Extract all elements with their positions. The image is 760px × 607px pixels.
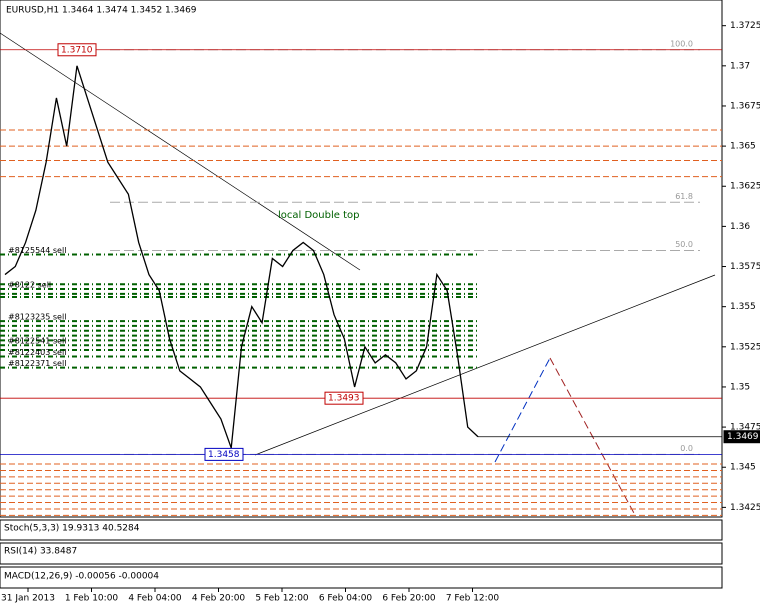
y-tick-label: 1.36 [730,222,750,232]
y-tick-label: 1.35 [730,382,750,392]
price-label: 1.3710 [61,45,93,55]
price-box [204,447,244,461]
macd-frame [0,566,723,589]
order-label: #8122 sell [8,281,51,290]
price-label: 1.3458 [208,450,240,460]
indicator-label: MACD(12,26,9) -0.00056 -0.00004 [4,572,159,582]
y-tick-label: 1.3475 [730,423,760,433]
fib-label: 50.0 [675,240,693,249]
x-tick-label: 7 Feb 12:00 [446,594,500,604]
y-tick-label: 1.3675 [730,101,760,111]
x-tick-label: 6 Feb 20:00 [382,594,436,604]
order-label: #8122541 sell [8,337,66,346]
x-tick-label: 6 Feb 04:00 [319,594,373,604]
y-tick-label: 1.3575 [730,262,760,272]
y-tick-label: 1.355 [730,302,756,312]
y-tick-label: 1.37 [730,61,750,71]
price-label: 1.3493 [328,394,360,404]
main-frame [0,0,723,518]
price-label: 1.3469 [727,432,759,442]
y-tick-label: 1.365 [730,142,756,152]
price-line [4,65,479,449]
y-tick-label: 1.3425 [730,503,760,513]
order-label: #8123235 sell [8,313,66,322]
y-tick-label: 1.3625 [730,182,760,192]
trend-line [254,274,716,456]
trend-line [0,32,361,271]
order-label: #8125544 sell [8,246,66,255]
x-tick-label: 1 Feb 10:00 [65,594,119,604]
price-box [57,43,97,57]
stoch-frame [0,519,723,541]
x-tick-label: 4 Feb 04:00 [128,594,182,604]
order-label: #8122371 sell [8,359,66,368]
rsi-frame [0,542,723,565]
x-tick-label: 5 Feb 12:00 [255,594,309,604]
fib-label: 0.0 [680,444,693,453]
y-tick-label: 1.3725 [730,21,760,31]
forecast [494,357,551,463]
y-tick-label: 1.3525 [730,342,760,352]
indicator-label: RSI(14) 33.8487 [4,547,77,557]
price-box [324,391,364,405]
x-tick-label: 4 Feb 20:00 [192,594,246,604]
fib-label: 61.8 [675,192,693,201]
fib-label: 100.0 [670,39,693,48]
order-label: #8122403 sell [8,348,66,357]
annotation: local Double top [278,210,359,221]
symbol-title: EURUSD,H1 1.3464 1.3474 1.3452 1.3469 [6,6,197,16]
y-tick-label: 1.345 [730,463,756,473]
indicator-label: Stoch(5,3,3) 19.9313 40.5284 [4,524,140,534]
x-tick-label: 31 Jan 2013 [1,594,55,604]
price-box [723,430,760,444]
